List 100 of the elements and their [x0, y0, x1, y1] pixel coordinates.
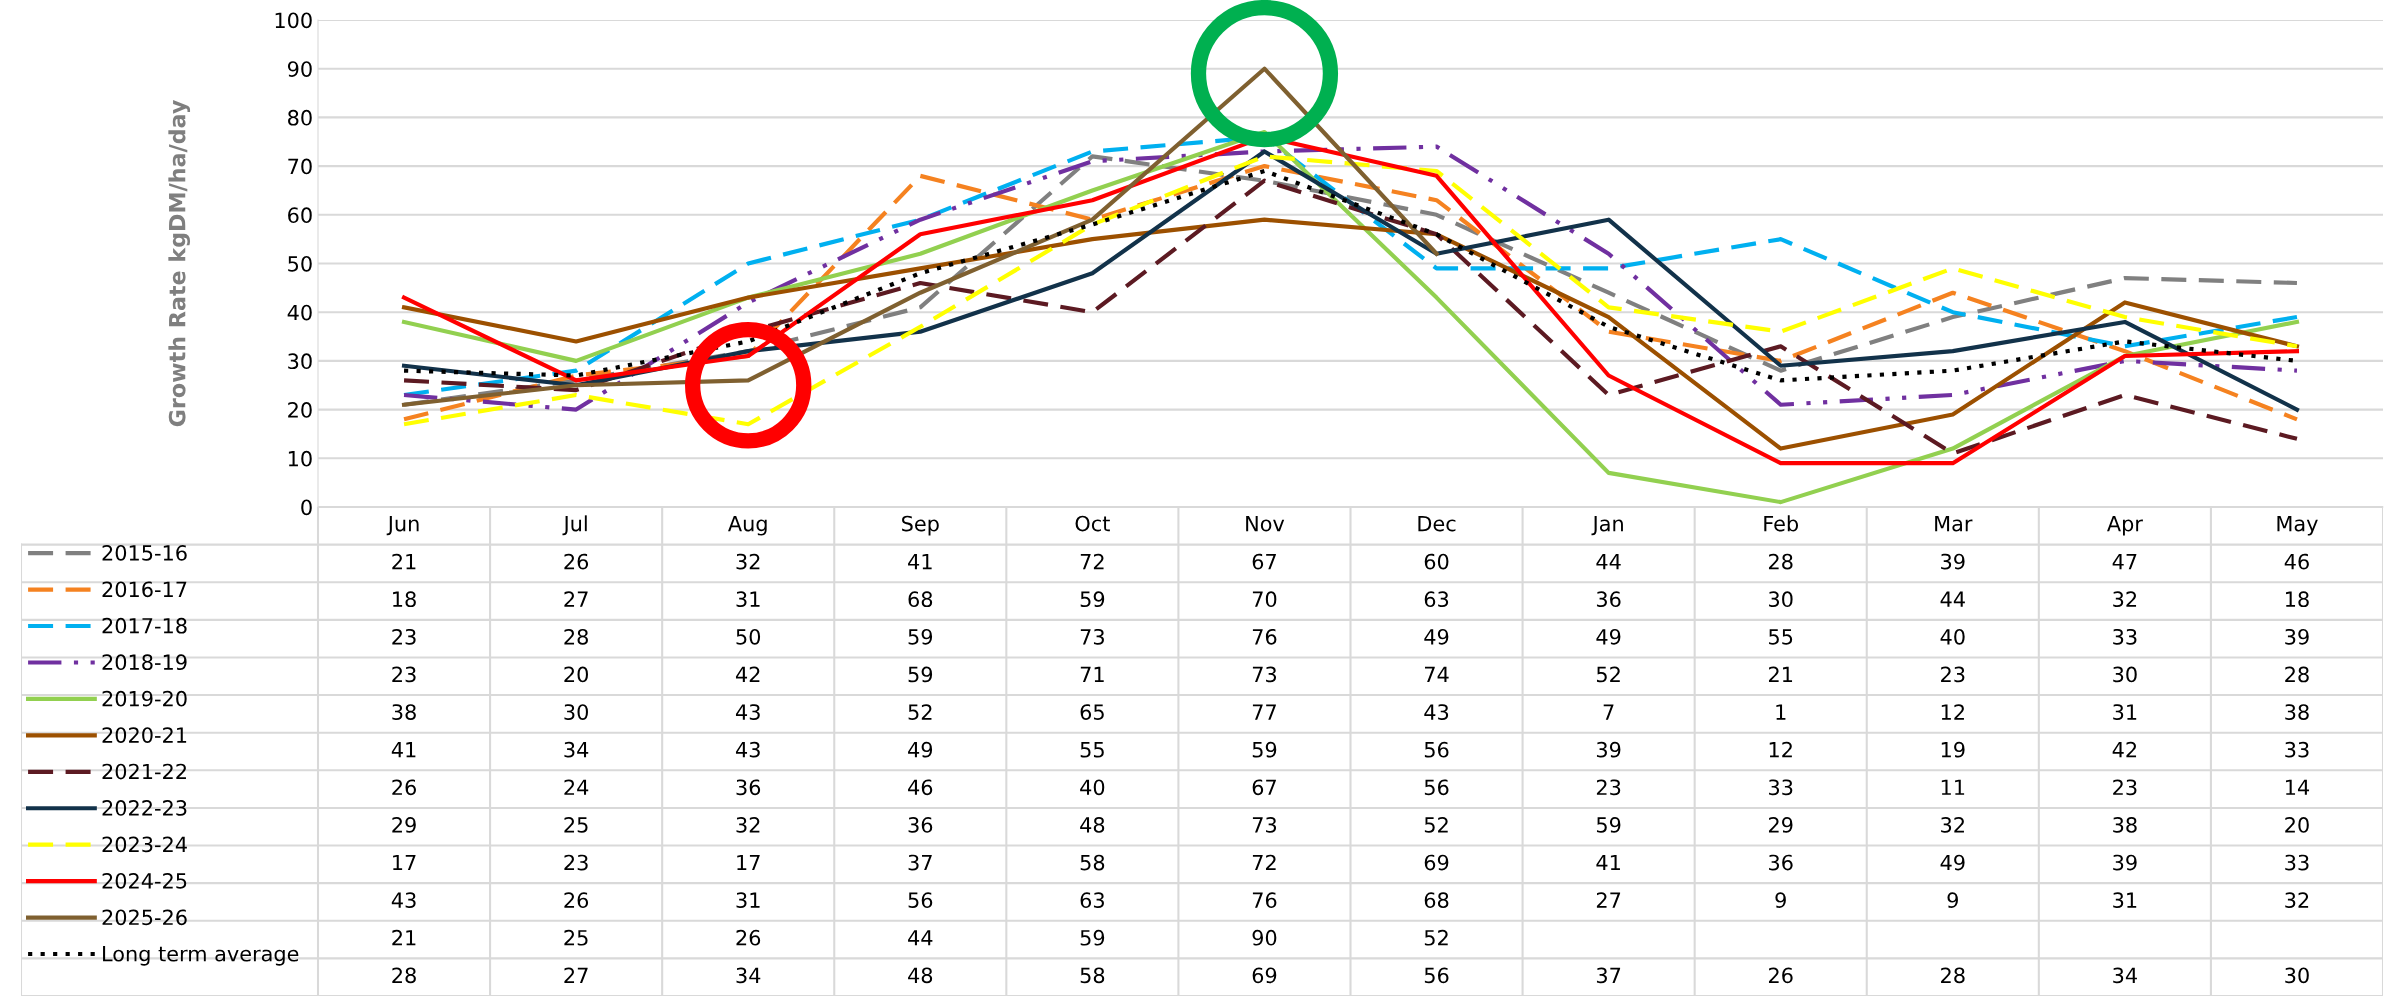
- data-label: 46: [2284, 553, 2309, 570]
- data-label: 52: [1596, 666, 1620, 683]
- data-label: 69: [1252, 967, 1277, 984]
- data-label: 70: [1252, 591, 1277, 608]
- data-label: 56: [1424, 741, 1449, 758]
- data-label: 26: [564, 892, 589, 909]
- legend-label: 2015-16: [102, 544, 187, 561]
- data-label: 31: [2113, 892, 2137, 909]
- data-label: 26: [564, 553, 589, 570]
- data-label: 55: [1769, 629, 1793, 645]
- data-label: 43: [735, 704, 760, 720]
- data-label: 32: [736, 817, 760, 833]
- y-tick-label: 0: [301, 499, 312, 516]
- legend-label: 2019-20: [102, 690, 187, 707]
- y-tick-label: 30: [288, 353, 312, 370]
- data-label: 37: [908, 854, 932, 871]
- data-label: 59: [1252, 741, 1277, 758]
- data-label: 90: [1252, 929, 1277, 946]
- data-label: 9: [1775, 892, 1786, 909]
- data-label: 52: [1424, 929, 1448, 946]
- x-tick-label: Dec: [1418, 515, 1456, 532]
- legend-label: 2016-17: [102, 581, 187, 598]
- data-label: 46: [908, 779, 933, 796]
- x-tick-label: Jun: [386, 515, 419, 536]
- data-label: 23: [392, 628, 416, 645]
- data-label: 31: [736, 892, 760, 909]
- data-label: 43: [391, 892, 416, 909]
- data-label: 41: [908, 553, 932, 570]
- y-tick-label: 10: [288, 450, 312, 467]
- data-label: 52: [1424, 817, 1448, 833]
- data-label: 26: [1768, 967, 1793, 984]
- data-label: 28: [564, 628, 588, 645]
- data-label: 42: [2112, 741, 2137, 758]
- data-label: 41: [391, 742, 416, 758]
- x-tick-label: Jan: [1591, 515, 1623, 536]
- data-label: 11: [1941, 779, 1965, 795]
- data-label: 30: [2113, 666, 2137, 683]
- data-label: 32: [2113, 591, 2137, 608]
- data-label: 68: [1424, 892, 1449, 909]
- data-label: 44: [1596, 553, 1621, 570]
- x-tick-label: Sep: [902, 515, 939, 536]
- x-tick-label: Apr: [2107, 515, 2143, 536]
- data-label: 56: [1424, 967, 1449, 984]
- data-label: 20: [564, 666, 588, 683]
- data-label: 29: [392, 817, 416, 833]
- data-label: 63: [1424, 591, 1449, 608]
- data-label: 41: [1596, 854, 1620, 871]
- y-tick-label: 60: [288, 207, 312, 224]
- data-label: 18: [2285, 591, 2309, 608]
- legend-label: 2025-26: [102, 909, 187, 926]
- data-label: 59: [1596, 817, 1621, 833]
- data-label: 72: [1252, 854, 1276, 871]
- data-label: 33: [2285, 854, 2309, 871]
- data-label: 59: [908, 666, 933, 683]
- data-label: 26: [392, 779, 416, 796]
- line-series: [401, 66, 1439, 407]
- data-label: 25: [564, 817, 588, 833]
- data-label: 71: [1080, 666, 1104, 683]
- data-label: 58: [1080, 967, 1105, 984]
- data-label: 43: [1424, 704, 1449, 720]
- data-label: 60: [1424, 553, 1449, 570]
- data-label: 67: [1252, 553, 1276, 570]
- x-tick-label: Mar: [1935, 515, 1973, 532]
- data-label: 9: [1947, 892, 1958, 909]
- x-tick-label: Feb: [1764, 515, 1799, 532]
- y-tick-label: 70: [288, 158, 312, 175]
- data-label: 56: [1424, 779, 1449, 796]
- data-label: 19: [1941, 741, 1965, 758]
- data-label: 18: [393, 591, 416, 608]
- data-label: 7: [1603, 704, 1614, 720]
- data-label: 38: [2113, 817, 2137, 833]
- data-label: 44: [1940, 591, 1965, 607]
- data-label: 48: [1080, 817, 1105, 833]
- data-label: 39: [2285, 628, 2309, 645]
- data-label: 21: [392, 553, 416, 570]
- data-label: 25: [564, 929, 588, 946]
- data-label: 38: [392, 704, 416, 720]
- data-label: 21: [392, 929, 416, 946]
- y-tick-label: 80: [288, 109, 312, 126]
- data-label: 76: [1252, 892, 1277, 909]
- data-label: 52: [908, 704, 932, 720]
- line-series: [401, 217, 2300, 451]
- line-series: [401, 178, 2300, 456]
- data-label: 59: [908, 628, 933, 645]
- data-label: 14: [2285, 779, 2310, 795]
- data-label: 28: [1768, 553, 1793, 570]
- y-tick-label: 20: [288, 402, 312, 418]
- data-label: 27: [1596, 892, 1621, 908]
- data-label: 27: [564, 967, 588, 983]
- data-label: 32: [1941, 817, 1964, 833]
- y-tick-label: 40: [287, 304, 312, 321]
- data-label: 74: [1425, 666, 1449, 683]
- data-label: 33: [1769, 779, 1793, 796]
- data-label: 23: [564, 854, 588, 871]
- data-label: 29: [1768, 817, 1793, 833]
- data-label: 28: [1941, 967, 1965, 984]
- data-label: 23: [1596, 779, 1621, 796]
- data-label: 55: [1080, 742, 1104, 758]
- data-label: 31: [736, 591, 760, 608]
- legend-label: 2021-22: [102, 763, 186, 780]
